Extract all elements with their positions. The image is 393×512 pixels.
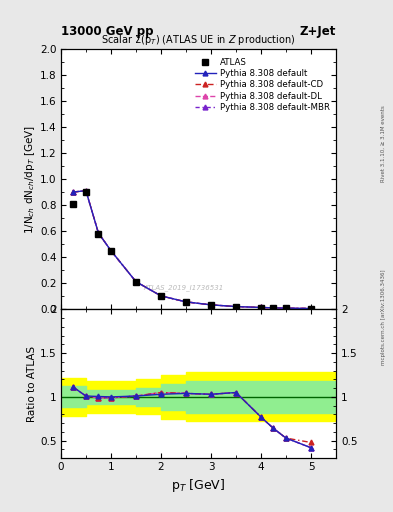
Y-axis label: Ratio to ATLAS: Ratio to ATLAS: [28, 346, 37, 422]
Title: Scalar $\Sigma$(p$_T$) (ATLAS UE in $Z$ production): Scalar $\Sigma$(p$_T$) (ATLAS UE in $Z$ …: [101, 33, 296, 47]
Text: Z+Jet: Z+Jet: [299, 26, 336, 38]
Legend: ATLAS, Pythia 8.308 default, Pythia 8.308 default-CD, Pythia 8.308 default-DL, P: ATLAS, Pythia 8.308 default, Pythia 8.30…: [195, 58, 331, 112]
Text: ATLAS_2019_I1736531: ATLAS_2019_I1736531: [143, 284, 224, 291]
Text: mcplots.cern.ch [arXiv:1306.3436]: mcplots.cern.ch [arXiv:1306.3436]: [381, 270, 386, 365]
Text: Rivet 3.1.10, ≥ 3.1M events: Rivet 3.1.10, ≥ 3.1M events: [381, 105, 386, 182]
X-axis label: p$_T$ [GeV]: p$_T$ [GeV]: [171, 477, 226, 494]
Y-axis label: 1/N$_{ch}$ dN$_{ch}$/dp$_T$ [GeV]: 1/N$_{ch}$ dN$_{ch}$/dp$_T$ [GeV]: [23, 124, 37, 233]
Text: 13000 GeV pp: 13000 GeV pp: [61, 26, 153, 38]
